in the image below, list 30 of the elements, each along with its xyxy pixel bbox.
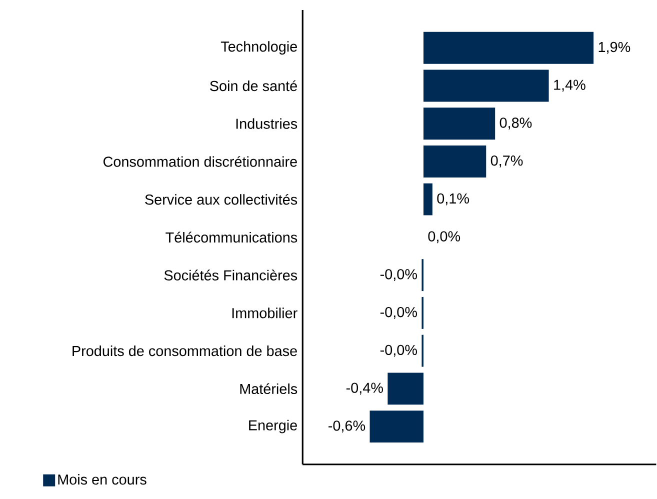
- y-tick-label: Consommation discrétionnaire: [103, 156, 297, 167]
- y-tick-label: Industries: [236, 118, 298, 129]
- y-tick-label: Produits de consommation de base: [72, 345, 297, 356]
- y-tick-label: Technologie: [220, 40, 297, 54]
- y-tick-label: Matériels: [240, 383, 298, 394]
- data-label: 1,9%: [598, 42, 630, 54]
- data-label: 0,1%: [437, 193, 469, 206]
- bar: [370, 410, 424, 442]
- data-label: 0,7%: [490, 155, 523, 168]
- y-tick-label: Energie: [249, 420, 297, 434]
- y-tick-label: Soin de santé: [210, 80, 297, 91]
- bar: [423, 145, 486, 178]
- bar: [423, 70, 549, 102]
- data-label: -0,4%: [346, 382, 383, 394]
- y-tick-label: Télécommunications: [166, 232, 298, 242]
- data-label: -0,6%: [328, 420, 366, 432]
- data-label: 1,4%: [554, 80, 586, 92]
- y-tick-label: Sociétés Financières: [164, 269, 298, 280]
- data-label: 0,8%: [500, 117, 532, 130]
- y-tick-label: Service aux collectivités: [145, 194, 298, 205]
- bar: [423, 107, 496, 140]
- data-label: 0,0%: [428, 231, 460, 243]
- data-label: -0,0%: [380, 306, 417, 319]
- bar: [423, 32, 594, 64]
- bar: [423, 183, 432, 216]
- bar: [388, 372, 424, 404]
- y-tick-label: Immobilier: [232, 307, 298, 318]
- legend-label: Mois en cours: [58, 474, 146, 484]
- data-label: -0,0%: [380, 268, 417, 281]
- data-label: -0,0%: [380, 344, 417, 357]
